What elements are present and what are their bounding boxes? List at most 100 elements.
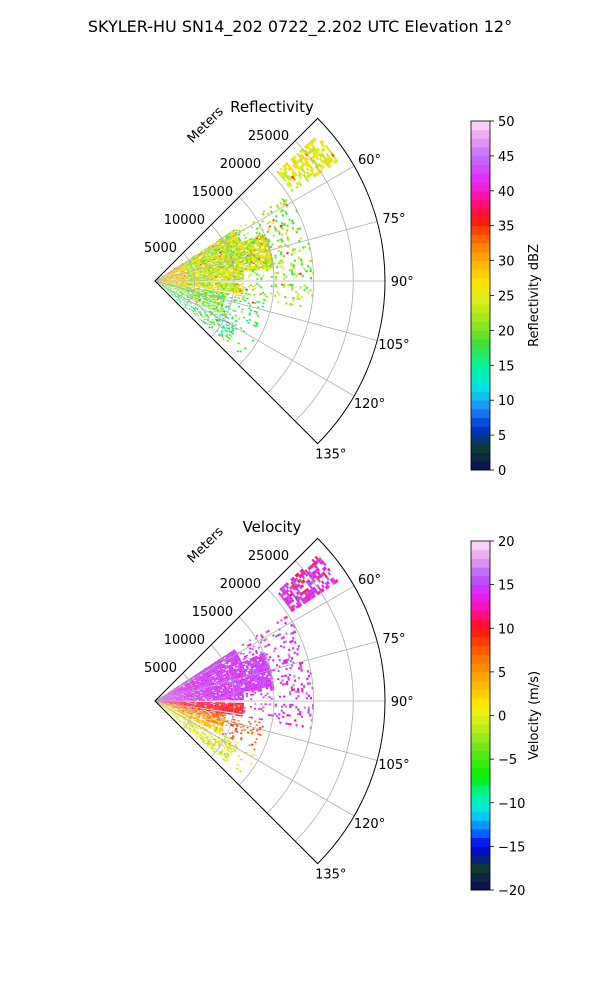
field-cell (245, 269, 248, 272)
field-cell (220, 310, 224, 312)
field-cell (177, 285, 180, 286)
field-cell (204, 678, 207, 680)
field-cell (212, 284, 215, 286)
field-cell (275, 204, 279, 208)
field-cell (244, 242, 247, 245)
field-cell (222, 268, 225, 270)
field-cell (167, 283, 170, 284)
field-cell (219, 264, 222, 266)
field-cell (221, 251, 224, 254)
field-cell (180, 289, 183, 291)
field-cell (226, 268, 229, 270)
field-cell (232, 250, 235, 253)
field-cell (206, 297, 209, 299)
field-cell (294, 165, 298, 170)
field-cell (202, 673, 205, 676)
field-cell (258, 249, 261, 252)
field-cell (203, 668, 206, 671)
field-cell (186, 679, 189, 682)
field-cell (195, 265, 199, 267)
field-cell (179, 687, 182, 690)
field-cell (186, 307, 189, 310)
field-cell (179, 285, 182, 286)
field-cell (185, 681, 187, 683)
field-cell (279, 594, 283, 598)
field-cell (169, 275, 172, 277)
field-cell (309, 149, 314, 153)
field-cell (291, 576, 296, 581)
field-cell (175, 689, 178, 691)
field-cell (218, 244, 221, 247)
field-cell (205, 668, 209, 670)
field-cell (171, 689, 173, 692)
field-cell (224, 252, 227, 254)
field-cell (233, 255, 237, 258)
field-cell (196, 275, 199, 277)
field-cell (251, 249, 254, 252)
field-cell (317, 590, 322, 595)
field-cell (197, 296, 201, 298)
field-cell (278, 592, 282, 596)
field-cell (216, 318, 219, 321)
field-cell (175, 689, 178, 691)
field-cell (277, 249, 280, 253)
field-cell (163, 287, 166, 289)
field-cell (170, 273, 173, 275)
field-cell (171, 691, 174, 693)
field-cell (268, 220, 272, 224)
field-cell (237, 253, 241, 256)
field-cell (224, 253, 227, 255)
field-cell (247, 250, 251, 253)
field-cell (239, 660, 242, 664)
field-cell (212, 263, 215, 265)
field-cell (222, 675, 226, 677)
field-cell (203, 268, 206, 270)
field-cell (237, 252, 240, 255)
field-cell (176, 294, 179, 296)
field-cell (204, 285, 207, 287)
field-cell (308, 150, 312, 155)
field-cell (170, 272, 172, 274)
field-cell (241, 277, 244, 279)
field-cell (283, 616, 287, 620)
field-cell (262, 242, 265, 245)
field-cell (277, 654, 280, 658)
field-cell (164, 284, 167, 286)
field-cell (250, 259, 253, 262)
field-cell (184, 291, 187, 293)
field-cell (258, 658, 261, 661)
field-cell (169, 284, 172, 285)
field-cell (210, 676, 213, 679)
field-cell (230, 269, 233, 271)
field-cell (196, 294, 199, 296)
field-cell (269, 265, 272, 268)
field-cell (306, 591, 310, 595)
field-cell (191, 260, 194, 262)
field-cell (267, 685, 270, 688)
field-cell (166, 289, 169, 292)
field-cell (211, 282, 213, 284)
field-cell (164, 275, 167, 277)
field-cell (297, 583, 301, 587)
field-cell (284, 597, 288, 601)
field-cell (296, 647, 300, 651)
field-cell (251, 657, 254, 660)
field-cell (274, 227, 277, 230)
field-cell (182, 278, 185, 279)
field-cell (241, 275, 244, 278)
field-cell (268, 677, 271, 680)
field-cell (269, 205, 273, 209)
field-cell (177, 282, 180, 284)
field-cell (164, 695, 167, 697)
field-cell (235, 666, 238, 669)
field-cell (207, 316, 211, 319)
field-cell (164, 285, 167, 287)
field-cell (311, 571, 316, 576)
field-cell (208, 283, 211, 285)
field-cell (206, 279, 209, 281)
field-cell (293, 651, 296, 655)
field-cell (205, 268, 208, 270)
field-cell (281, 223, 285, 227)
field-cell (251, 301, 255, 304)
field-cell (169, 690, 171, 693)
